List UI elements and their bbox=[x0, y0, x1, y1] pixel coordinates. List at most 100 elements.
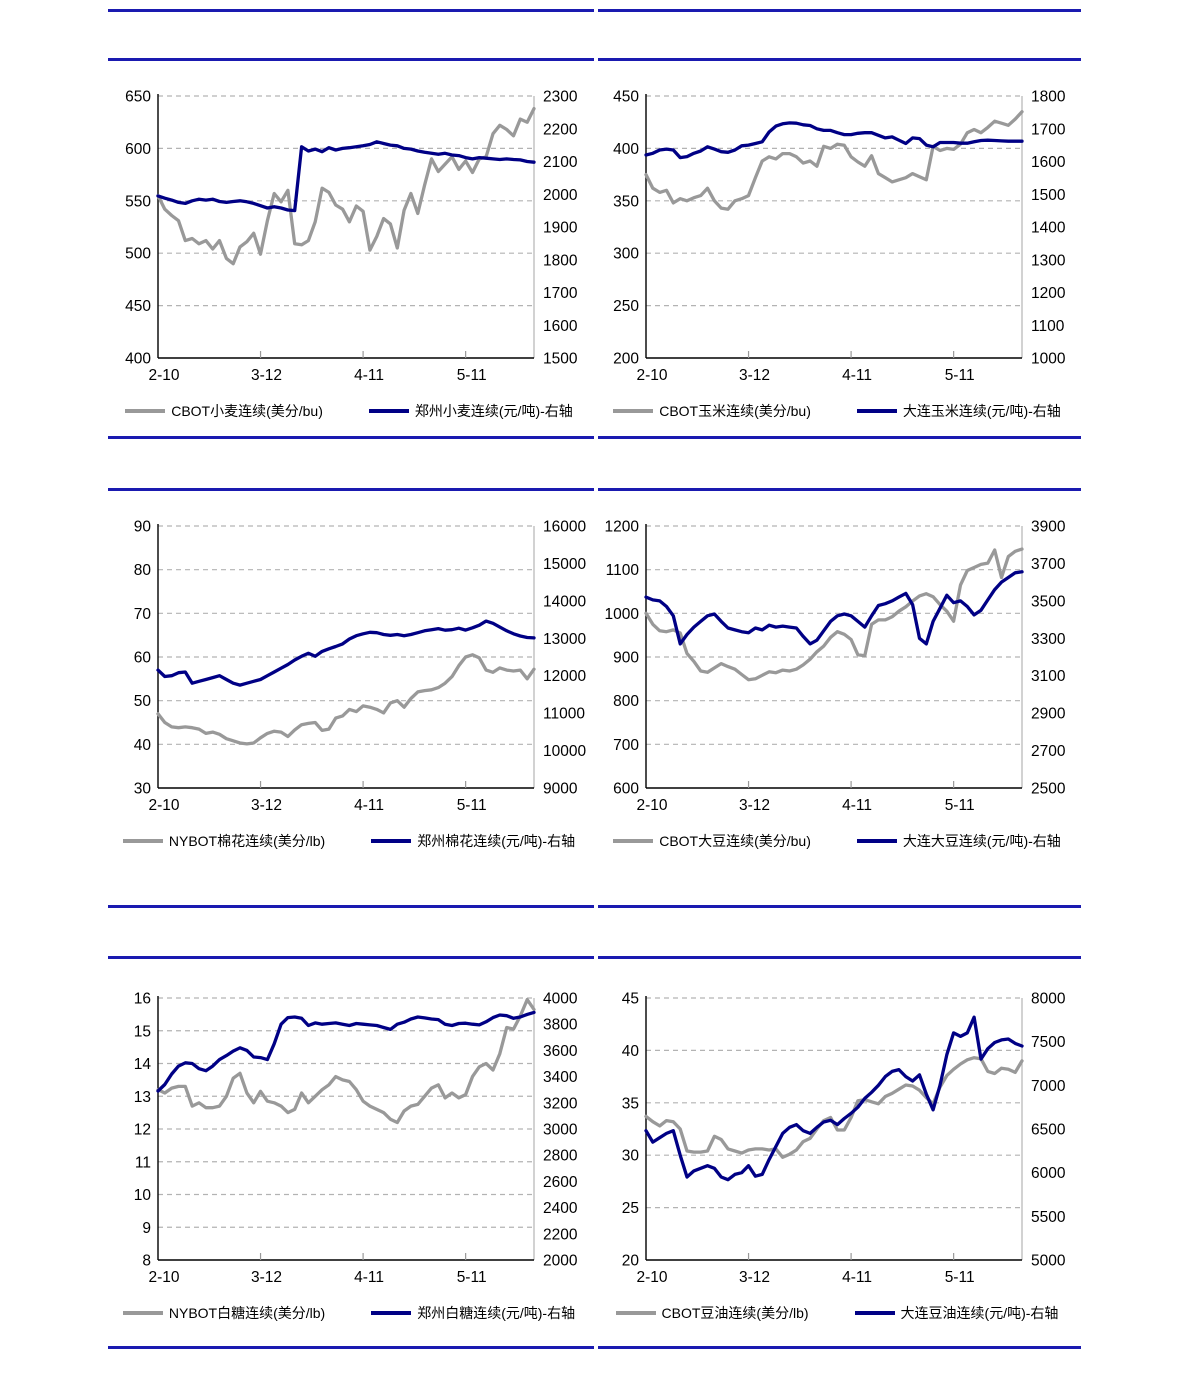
svg-text:1900: 1900 bbox=[543, 220, 578, 237]
legend-label: 大连玉米连续(元/吨)-右轴 bbox=[902, 403, 1061, 419]
svg-text:3-12: 3-12 bbox=[739, 1269, 770, 1286]
separator-line bbox=[598, 956, 1081, 959]
svg-text:3-12: 3-12 bbox=[251, 1269, 282, 1286]
svg-text:70: 70 bbox=[134, 606, 152, 623]
svg-text:2500: 2500 bbox=[1031, 781, 1066, 798]
svg-text:13: 13 bbox=[134, 1089, 151, 1106]
svg-text:4000: 4000 bbox=[543, 991, 578, 1008]
svg-text:350: 350 bbox=[613, 193, 639, 210]
legend-item: 大连大豆连续(元/吨)-右轴 bbox=[856, 831, 1061, 851]
svg-text:11000: 11000 bbox=[543, 706, 585, 723]
chart-sugar: 8 9 10 11 12 13 14 15 16 2000 2200 2400 2600 2800 3000… bbox=[108, 984, 590, 1328]
svg-text:6500: 6500 bbox=[1031, 1122, 1066, 1139]
svg-text:450: 450 bbox=[613, 89, 639, 106]
svg-text:700: 700 bbox=[613, 737, 639, 754]
svg-text:4-11: 4-11 bbox=[354, 1269, 384, 1286]
navy-line-swatch bbox=[371, 1311, 412, 1315]
soyoil-dual-axis-chart: 20 25 30 35 40 45 5000 5500 6000 6500 7000 7500 8000… bbox=[622, 991, 1066, 1287]
svg-text:4-11: 4-11 bbox=[354, 367, 384, 384]
legend-item: 大连玉米连续(元/吨)-右轴 bbox=[856, 401, 1061, 421]
soybean-dual-axis-chart: 600 700 800 900 1000 1100 1200 2500 2700 2900 3100… bbox=[605, 519, 1066, 815]
navy-line-swatch bbox=[856, 409, 897, 413]
svg-text:5-11: 5-11 bbox=[457, 1269, 487, 1286]
separator-line bbox=[598, 58, 1081, 61]
svg-text:50: 50 bbox=[134, 693, 152, 710]
svg-text:1000: 1000 bbox=[1031, 351, 1066, 368]
legend-item: 郑州小麦连续(元/吨)-右轴 bbox=[368, 401, 573, 421]
svg-text:14000: 14000 bbox=[543, 593, 586, 610]
svg-text:2900: 2900 bbox=[1031, 706, 1066, 723]
svg-text:500: 500 bbox=[125, 246, 151, 263]
svg-text:80: 80 bbox=[134, 562, 152, 579]
legend-label: CBOT小麦连续(美分/bu) bbox=[171, 403, 323, 419]
legend-item: 郑州白糖连续(元/吨)-右轴 bbox=[371, 1303, 575, 1323]
svg-text:1300: 1300 bbox=[1031, 252, 1066, 269]
navy-line-swatch bbox=[854, 1311, 895, 1315]
legend-label: 郑州白糖连续(元/吨)-右轴 bbox=[417, 1305, 576, 1321]
svg-text:1600: 1600 bbox=[1031, 154, 1066, 171]
legend-label: NYBOT白糖连续(美分/lb) bbox=[168, 1305, 326, 1321]
svg-text:1200: 1200 bbox=[1031, 285, 1066, 302]
svg-text:1100: 1100 bbox=[1031, 318, 1065, 335]
cotton-dual-axis-chart: 30 40 50 60 70 80 90 9000 10000 11000 12000 13000 14… bbox=[134, 519, 587, 815]
svg-text:400: 400 bbox=[125, 351, 151, 368]
svg-text:10: 10 bbox=[134, 1187, 152, 1204]
svg-text:2-10: 2-10 bbox=[148, 367, 179, 384]
svg-text:2-10: 2-10 bbox=[148, 797, 179, 814]
svg-text:10000: 10000 bbox=[543, 743, 586, 760]
svg-text:1100: 1100 bbox=[606, 562, 640, 579]
svg-text:3200: 3200 bbox=[543, 1095, 578, 1112]
gray-line-swatch bbox=[122, 1311, 163, 1315]
gray-line-swatch bbox=[615, 1311, 656, 1315]
svg-text:15: 15 bbox=[134, 1023, 151, 1040]
svg-text:3000: 3000 bbox=[543, 1122, 578, 1139]
separator-line bbox=[598, 488, 1081, 491]
wheat-legend: CBOT小麦连续(美分/bu) 郑州小麦连续(元/吨)-右轴 bbox=[108, 396, 590, 426]
svg-text:1500: 1500 bbox=[543, 351, 578, 368]
svg-text:2000: 2000 bbox=[543, 187, 578, 204]
chart-soyoil: 20 25 30 35 40 45 5000 5500 6000 6500 7000 7500 8000… bbox=[596, 984, 1078, 1328]
svg-text:450: 450 bbox=[125, 298, 151, 315]
svg-text:8000: 8000 bbox=[1031, 991, 1066, 1008]
legend-label: NYBOT棉花连续(美分/lb) bbox=[168, 833, 326, 849]
svg-text:5000: 5000 bbox=[1031, 1253, 1066, 1270]
svg-text:250: 250 bbox=[613, 298, 639, 315]
svg-text:3100: 3100 bbox=[1031, 668, 1066, 685]
chart-soybean: 600 700 800 900 1000 1100 1200 2500 2700 2900 3100… bbox=[596, 512, 1078, 856]
gray-line-swatch bbox=[122, 839, 163, 843]
soyoil-legend: CBOT豆油连续(美分/lb) 大连豆油连续(元/吨)-右轴 bbox=[596, 1298, 1078, 1328]
svg-text:11: 11 bbox=[135, 1154, 151, 1171]
legend-item: NYBOT白糖连续(美分/lb) bbox=[122, 1303, 326, 1323]
svg-text:2300: 2300 bbox=[543, 89, 578, 106]
svg-text:3-12: 3-12 bbox=[739, 367, 770, 384]
legend-label: CBOT豆油连续(美分/lb) bbox=[661, 1305, 809, 1321]
svg-text:2600: 2600 bbox=[543, 1174, 578, 1191]
svg-text:4-11: 4-11 bbox=[842, 1269, 872, 1286]
svg-text:3-12: 3-12 bbox=[251, 367, 282, 384]
separator-line bbox=[598, 905, 1081, 908]
legend-item: CBOT豆油连续(美分/lb) bbox=[615, 1303, 809, 1323]
svg-text:45: 45 bbox=[622, 991, 639, 1008]
navy-line-swatch bbox=[368, 409, 409, 413]
wheat-dual-axis-chart: 400 450 500 550 600 650 1500 1600 1700 1800 1900 20… bbox=[125, 89, 578, 385]
svg-text:7000: 7000 bbox=[1031, 1078, 1066, 1095]
svg-text:15000: 15000 bbox=[543, 556, 586, 573]
svg-text:3-12: 3-12 bbox=[739, 797, 770, 814]
gray-line-swatch bbox=[125, 409, 166, 413]
separator-line bbox=[108, 9, 594, 12]
legend-item: CBOT玉米连续(美分/bu) bbox=[613, 401, 811, 421]
separator-line bbox=[108, 956, 594, 959]
svg-text:8: 8 bbox=[142, 1253, 151, 1270]
svg-text:1000: 1000 bbox=[605, 606, 640, 623]
svg-text:550: 550 bbox=[125, 193, 151, 210]
legend-label: 大连豆油连续(元/吨)-右轴 bbox=[900, 1305, 1059, 1321]
svg-text:400: 400 bbox=[613, 141, 639, 158]
svg-text:9: 9 bbox=[142, 1220, 151, 1237]
svg-text:90: 90 bbox=[134, 519, 152, 536]
separator-line bbox=[108, 58, 594, 61]
svg-text:16000: 16000 bbox=[543, 519, 586, 536]
svg-text:20: 20 bbox=[622, 1253, 640, 1270]
svg-text:60: 60 bbox=[134, 650, 152, 667]
svg-text:200: 200 bbox=[613, 351, 639, 368]
